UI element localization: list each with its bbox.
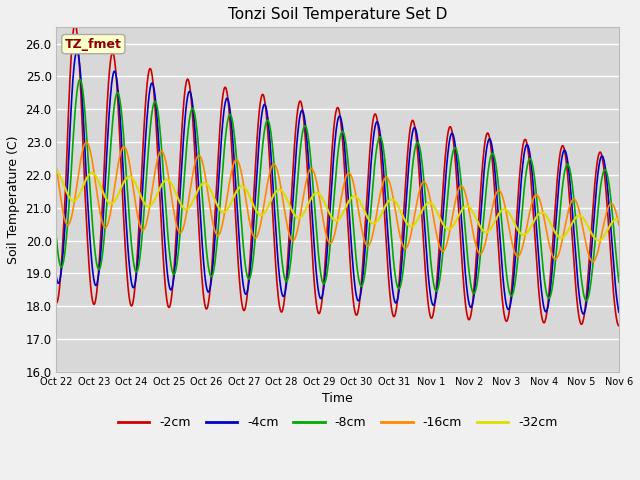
Line: -4cm: -4cm <box>56 51 619 314</box>
-2cm <box>52 300 60 306</box>
-2cm <box>164 304 172 310</box>
-8cm <box>548 283 556 289</box>
-2cm <box>615 323 623 329</box>
-4cm <box>580 311 588 317</box>
X-axis label: Time: Time <box>323 392 353 405</box>
-16cm <box>164 172 172 178</box>
-16cm <box>83 140 90 145</box>
-8cm <box>178 206 186 212</box>
-8cm <box>499 233 507 239</box>
Title: Tonzi Soil Temperature Set D: Tonzi Soil Temperature Set D <box>228 7 447 22</box>
-8cm <box>164 237 172 243</box>
-8cm <box>615 279 623 285</box>
-4cm <box>548 263 556 269</box>
-4cm <box>178 159 186 165</box>
Line: -32cm: -32cm <box>56 171 619 240</box>
-4cm <box>426 284 433 289</box>
-4cm <box>73 48 81 54</box>
Line: -2cm: -2cm <box>56 24 619 326</box>
-32cm <box>52 168 60 174</box>
-16cm <box>52 166 60 171</box>
-4cm <box>615 309 623 315</box>
-32cm <box>425 200 433 205</box>
-4cm <box>164 277 172 283</box>
-16cm <box>499 195 507 201</box>
-16cm <box>178 228 186 234</box>
Line: -16cm: -16cm <box>56 143 619 262</box>
-8cm <box>241 259 249 264</box>
-4cm <box>52 275 60 281</box>
-32cm <box>595 238 602 243</box>
Y-axis label: Soil Temperature (C): Soil Temperature (C) <box>7 135 20 264</box>
-4cm <box>499 274 507 279</box>
Text: TZ_fmet: TZ_fmet <box>65 37 122 50</box>
-8cm <box>76 77 84 83</box>
-2cm <box>71 22 79 27</box>
-16cm <box>589 259 596 264</box>
Line: -8cm: -8cm <box>56 80 619 301</box>
-8cm <box>426 243 433 249</box>
-16cm <box>241 190 249 196</box>
-16cm <box>615 222 623 228</box>
-2cm <box>499 302 507 308</box>
-32cm <box>615 217 623 223</box>
-2cm <box>241 306 249 312</box>
-32cm <box>548 224 556 229</box>
-4cm <box>241 290 249 296</box>
-2cm <box>178 125 186 131</box>
-32cm <box>499 207 506 213</box>
-32cm <box>241 185 248 191</box>
-32cm <box>178 203 186 208</box>
-16cm <box>426 192 433 198</box>
Legend: -2cm, -4cm, -8cm, -16cm, -32cm: -2cm, -4cm, -8cm, -16cm, -32cm <box>113 411 563 434</box>
-8cm <box>52 236 60 242</box>
-32cm <box>164 177 172 183</box>
-2cm <box>548 243 556 249</box>
-16cm <box>548 253 556 259</box>
-2cm <box>426 309 433 315</box>
-8cm <box>582 298 590 304</box>
